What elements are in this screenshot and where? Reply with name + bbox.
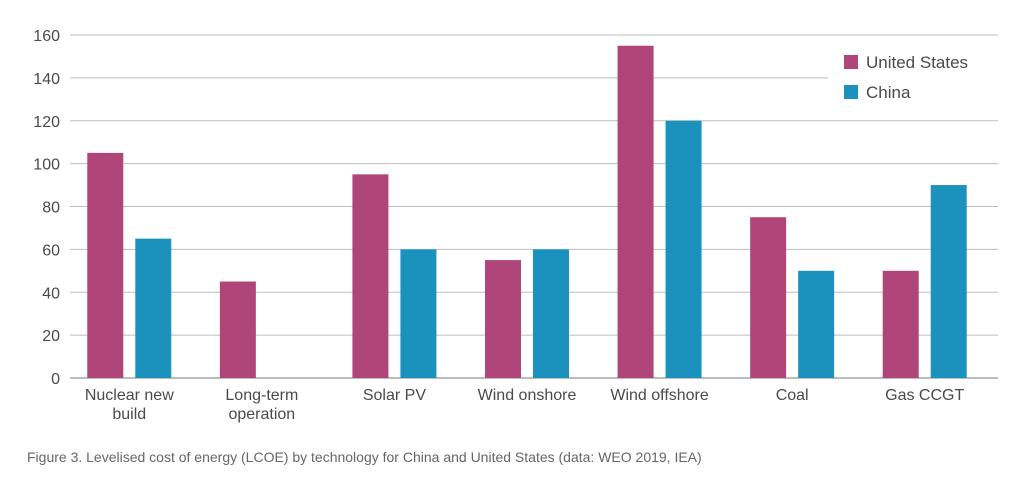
y-tick-label: 60 xyxy=(42,242,60,259)
bar-united-states xyxy=(87,152,124,378)
bar-china xyxy=(798,270,835,378)
bars xyxy=(87,45,967,378)
x-category-label: Long-term operation xyxy=(225,387,298,423)
bar-china xyxy=(665,120,702,378)
legend-swatch-china xyxy=(844,85,858,99)
y-tick-label: 40 xyxy=(42,285,60,302)
bar-china xyxy=(400,249,437,378)
legend: United States China xyxy=(828,46,1000,110)
legend-label-china: China xyxy=(866,83,911,102)
bar-united-states xyxy=(882,270,919,378)
bar-china xyxy=(930,185,967,378)
y-tick-label: 0 xyxy=(51,371,60,388)
bar-chart: 0 20 40 60 80 100 120 140 160 Nuclear new build Lo… xyxy=(33,28,1000,423)
bar-united-states xyxy=(219,281,256,378)
x-axis-labels: Nuclear new build Long-term operation Solar … xyxy=(85,387,965,423)
bar-united-states xyxy=(617,45,654,378)
y-tick-label: 100 xyxy=(33,157,60,174)
x-category-label: Wind onshore xyxy=(478,387,577,404)
bar-united-states xyxy=(750,217,787,378)
y-tick-label: 20 xyxy=(42,328,60,345)
bar-united-states xyxy=(352,174,389,378)
figure-caption: Figure 3. Levelised cost of energy (LCOE… xyxy=(27,449,702,465)
legend-swatch-united-states xyxy=(844,55,858,69)
x-category-label: Coal xyxy=(776,387,809,404)
y-tick-label: 160 xyxy=(33,28,60,45)
x-category-label: Nuclear new build xyxy=(85,387,174,423)
y-axis-ticks: 0 20 40 60 80 100 120 140 160 xyxy=(33,28,60,388)
bar-china xyxy=(135,238,172,378)
x-category-label: Solar PV xyxy=(363,387,426,404)
legend-label-united-states: United States xyxy=(866,53,968,72)
y-tick-label: 80 xyxy=(42,200,60,217)
x-category-label: Gas CCGT xyxy=(885,387,964,404)
y-tick-label: 120 xyxy=(33,114,60,131)
x-category-label: Wind offshore xyxy=(610,387,709,404)
bar-united-states xyxy=(485,260,521,378)
y-tick-label: 140 xyxy=(33,71,60,88)
bar-china xyxy=(533,249,569,378)
